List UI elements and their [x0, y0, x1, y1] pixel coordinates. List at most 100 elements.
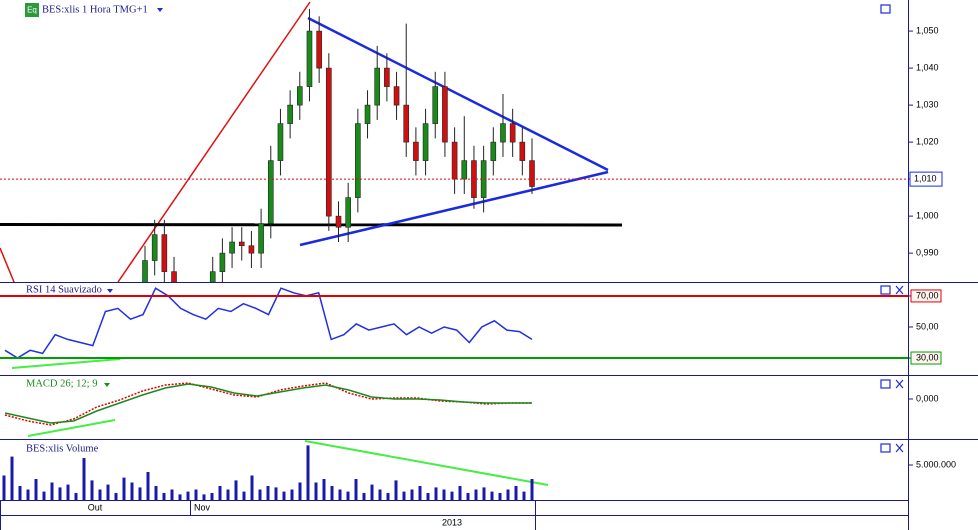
candle-body — [500, 123, 506, 143]
volume-bar — [290, 489, 294, 500]
candle-body — [345, 197, 351, 228]
candle-body — [171, 271, 177, 282]
plot-area — [4, 382, 532, 426]
volume-bar — [314, 482, 318, 500]
panel-icons[interactable] — [880, 4, 904, 453]
candle-body — [181, 298, 186, 328]
candle-body — [219, 252, 226, 272]
candle-body — [393, 86, 400, 106]
volume-bar — [98, 489, 102, 500]
volume-bar — [26, 489, 30, 500]
last-price-label: 1,010 — [914, 173, 937, 183]
volume-bar — [370, 484, 374, 500]
volume-bar — [282, 491, 286, 500]
candle-body — [422, 123, 429, 161]
volume-bar — [514, 485, 518, 500]
volume-bar — [58, 487, 62, 500]
candle-body — [413, 141, 419, 161]
volume-bar — [50, 482, 54, 500]
dropdown[interactable] — [107, 289, 113, 293]
volume-bar — [330, 485, 334, 500]
y-tick-label: 0,990 — [916, 248, 939, 258]
volume-bar — [242, 491, 246, 500]
candle-body — [238, 241, 245, 247]
volume-bar — [130, 482, 134, 500]
y-tick-label: 1,000 — [916, 211, 939, 221]
volume-bar — [202, 494, 206, 500]
candle-body — [248, 245, 255, 254]
y-tick-label: 1,040 — [916, 62, 939, 72]
volume-bar — [218, 485, 222, 500]
y-tick-label: 0,000 — [916, 393, 939, 403]
candle-body — [326, 67, 332, 217]
candle-body — [306, 30, 313, 87]
candle-body — [335, 215, 342, 228]
volume-bar — [378, 489, 382, 500]
candle-body — [519, 141, 526, 161]
volume-bar — [34, 478, 38, 500]
candle-body — [142, 260, 148, 282]
volume-bar — [66, 484, 70, 500]
candle-body — [229, 241, 235, 254]
series-line — [4, 383, 532, 424]
volume-bar — [42, 491, 46, 500]
volume-bar — [490, 491, 494, 500]
volume-bar — [194, 489, 198, 500]
candle-body — [403, 104, 410, 143]
volume-bar — [394, 480, 398, 500]
volume-bar — [522, 491, 526, 500]
candle-body — [161, 234, 168, 272]
volume-bar — [138, 487, 142, 500]
volume-bar — [146, 471, 150, 500]
candle-body — [529, 160, 535, 187]
volume-bar — [10, 456, 14, 500]
level-box — [910, 289, 942, 303]
candle-body — [287, 104, 293, 124]
dropdown[interactable] — [104, 383, 110, 387]
volume-bar — [114, 492, 118, 500]
candle-body — [201, 298, 206, 320]
volume-bar — [530, 478, 534, 500]
y-tick-label: 30,00 — [916, 352, 939, 362]
volume-bar — [122, 477, 126, 500]
badge-text: Eq — [27, 6, 37, 15]
x-month-label: Out — [88, 502, 103, 512]
volume-bar — [266, 485, 270, 500]
last-price-box — [909, 171, 943, 187]
volume-bar — [162, 492, 166, 500]
volume-bar — [210, 492, 214, 500]
volume-bar — [186, 491, 190, 500]
volume-bar — [250, 475, 254, 500]
volume-bar — [354, 478, 358, 500]
candle-body — [296, 86, 303, 106]
y-tick-label: 1,020 — [916, 136, 939, 146]
volume-bar — [410, 489, 414, 500]
volume-bar — [90, 480, 94, 500]
dropdown[interactable] — [157, 8, 163, 12]
volume-trendline — [304, 440, 549, 486]
volume-bar — [322, 478, 326, 500]
volume-bar — [458, 485, 462, 500]
candle-body — [451, 141, 458, 180]
volume-bar — [338, 489, 342, 500]
y-tick-label: 1,050 — [916, 25, 939, 35]
volume-bar — [466, 492, 470, 500]
candle-body — [355, 123, 361, 198]
volume-bar — [402, 491, 406, 500]
volume-bar — [82, 457, 86, 500]
volume-bar — [418, 485, 422, 500]
plot-area — [142, 8, 535, 328]
volume-bar — [434, 487, 438, 500]
volume-bar — [482, 487, 486, 500]
candle-body — [432, 86, 439, 124]
rsi-title: RSI 14 Suavizado — [26, 284, 102, 295]
volume-bar — [2, 475, 6, 500]
rsi-trendline — [11, 358, 121, 369]
volume-bar — [498, 492, 502, 500]
volume-bar — [274, 487, 278, 500]
volume-bar — [450, 491, 454, 500]
volume-bar — [426, 492, 430, 500]
candle-body — [277, 123, 284, 161]
